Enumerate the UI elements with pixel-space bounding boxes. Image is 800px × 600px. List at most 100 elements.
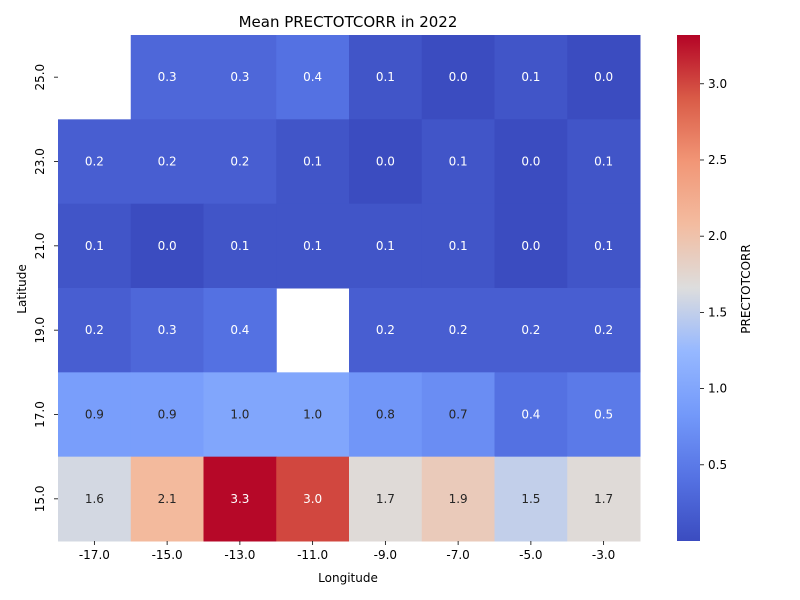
cell-value-label: 0.2 bbox=[158, 155, 177, 169]
heatmap-cell bbox=[130, 203, 204, 289]
colorbar-gradient bbox=[677, 35, 700, 541]
cell-value-label: 1.0 bbox=[303, 408, 322, 422]
heatmap-cell bbox=[567, 203, 641, 289]
cell-value-label: 0.0 bbox=[158, 239, 177, 253]
heatmap-cell bbox=[130, 372, 204, 458]
y-tick-label: 17.0 bbox=[33, 401, 47, 428]
heatmap-cell bbox=[58, 119, 132, 205]
heatmap-cell bbox=[276, 456, 350, 542]
cell-value-label: 0.2 bbox=[521, 323, 540, 337]
heatmap-cell bbox=[567, 456, 641, 542]
cell-value-label: 0.3 bbox=[230, 70, 249, 84]
cell-value-label: 0.0 bbox=[521, 155, 540, 169]
cell-value-label: 1.7 bbox=[376, 492, 395, 506]
cell-value-label: 1.0 bbox=[230, 408, 249, 422]
cell-value-label: 0.3 bbox=[158, 323, 177, 337]
cell-value-label: 1.6 bbox=[85, 492, 104, 506]
colorbar-tick-label: 3.0 bbox=[708, 77, 727, 91]
cell-value-label: 0.1 bbox=[376, 70, 395, 84]
heatmap-cell bbox=[58, 456, 132, 542]
heatmap-cell bbox=[349, 203, 423, 289]
heatmap-cell bbox=[349, 372, 423, 458]
heatmap-cell bbox=[494, 372, 568, 458]
cell-value-label: 0.4 bbox=[521, 408, 540, 422]
x-tick-label: -7.0 bbox=[446, 548, 469, 562]
cell-value-label: 0.1 bbox=[376, 239, 395, 253]
x-tick-label: -3.0 bbox=[592, 548, 615, 562]
heatmap-cells: 0.3 0.3 0.4 0.1 0.0 0.1 0.0 0.2 0.2 0.2 0.1 0.0 0.1 0… bbox=[58, 35, 641, 542]
cell-value-label: 0.0 bbox=[594, 70, 613, 84]
y-tick-label: 25.0 bbox=[33, 64, 47, 91]
cell-value-label: 0.4 bbox=[303, 70, 322, 84]
cell-value-label: 0.1 bbox=[521, 70, 540, 84]
cell-value-label: 0.9 bbox=[85, 408, 104, 422]
heatmap-cell bbox=[421, 203, 495, 289]
chart-title: Mean PRECTOTCORR in 2022 bbox=[239, 13, 458, 31]
heatmap-cell bbox=[567, 372, 641, 458]
cell-value-label: 3.0 bbox=[303, 492, 322, 506]
y-axis-label: Latitude bbox=[15, 264, 29, 313]
cell-value-label: 0.1 bbox=[85, 239, 104, 253]
y-axis: 25.0 23.0 21.0 19.0 17.0 15.0 bbox=[33, 64, 58, 512]
x-tick-label: -11.0 bbox=[297, 548, 328, 562]
cell-value-label: 0.2 bbox=[449, 323, 468, 337]
cell-value-label: 0.2 bbox=[376, 323, 395, 337]
heatmap-cell bbox=[349, 456, 423, 542]
heatmap-cell bbox=[349, 35, 423, 120]
cell-value-label: 0.1 bbox=[303, 239, 322, 253]
cell-value-label: 0.8 bbox=[376, 408, 395, 422]
heatmap-cell bbox=[567, 35, 641, 120]
heatmap-cell bbox=[421, 119, 495, 205]
heatmap-cell bbox=[130, 456, 204, 542]
cell-value-label: 0.1 bbox=[449, 155, 468, 169]
heatmap-cell bbox=[130, 119, 204, 205]
heatmap-cell bbox=[494, 119, 568, 205]
heatmap-cell bbox=[276, 203, 350, 289]
heatmap-cell bbox=[494, 35, 568, 120]
heatmap-cell bbox=[567, 119, 641, 205]
cell-value-label: 0.1 bbox=[449, 239, 468, 253]
cell-value-label: 0.4 bbox=[230, 323, 249, 337]
x-tick-label: -9.0 bbox=[374, 548, 397, 562]
cell-value-label: 3.3 bbox=[230, 492, 249, 506]
y-tick-label: 23.0 bbox=[33, 148, 47, 175]
heatmap-cell bbox=[494, 288, 568, 373]
cell-value-label: 0.2 bbox=[230, 155, 249, 169]
heatmap-cell bbox=[203, 119, 277, 205]
heatmap-cell bbox=[203, 372, 277, 458]
cell-value-label: 0.1 bbox=[594, 239, 613, 253]
heatmap-cell bbox=[421, 372, 495, 458]
x-tick-label: -17.0 bbox=[79, 548, 110, 562]
colorbar-tick-label: 1.0 bbox=[708, 382, 727, 396]
heatmap-cell bbox=[349, 288, 423, 373]
heatmap-cell bbox=[58, 203, 132, 289]
cell-value-label: 0.1 bbox=[303, 155, 322, 169]
y-tick-label: 19.0 bbox=[33, 317, 47, 344]
x-tick-label: -5.0 bbox=[519, 548, 542, 562]
cell-value-label: 0.2 bbox=[85, 323, 104, 337]
colorbar-tick-label: 0.5 bbox=[708, 458, 727, 472]
heatmap-cell bbox=[349, 119, 423, 205]
cell-value-label: 0.5 bbox=[594, 408, 613, 422]
heatmap-cell bbox=[203, 203, 277, 289]
heatmap-cell bbox=[494, 456, 568, 542]
heatmap-cell bbox=[130, 35, 204, 120]
cell-value-label: 1.5 bbox=[521, 492, 540, 506]
cell-value-label: 0.2 bbox=[85, 155, 104, 169]
x-axis-label: Longitude bbox=[318, 571, 378, 585]
x-tick-label: -15.0 bbox=[152, 548, 183, 562]
heatmap-cell bbox=[421, 288, 495, 373]
heatmap-cell bbox=[203, 35, 277, 120]
cell-value-label: 2.1 bbox=[158, 492, 177, 506]
y-tick-label: 15.0 bbox=[33, 485, 47, 512]
heatmap-cell bbox=[203, 288, 277, 373]
heatmap-cell bbox=[494, 203, 568, 289]
cell-value-label: 1.9 bbox=[449, 492, 468, 506]
heatmap-cell bbox=[276, 35, 350, 120]
colorbar-label: PRECTOTCORR bbox=[739, 244, 753, 333]
cell-value-label: 0.7 bbox=[449, 408, 468, 422]
x-axis: -17.0 -15.0 -13.0 -11.0 -9.0 -7.0 -5.0 -3.0 bbox=[79, 541, 615, 562]
cell-value-label: 0.1 bbox=[594, 155, 613, 169]
